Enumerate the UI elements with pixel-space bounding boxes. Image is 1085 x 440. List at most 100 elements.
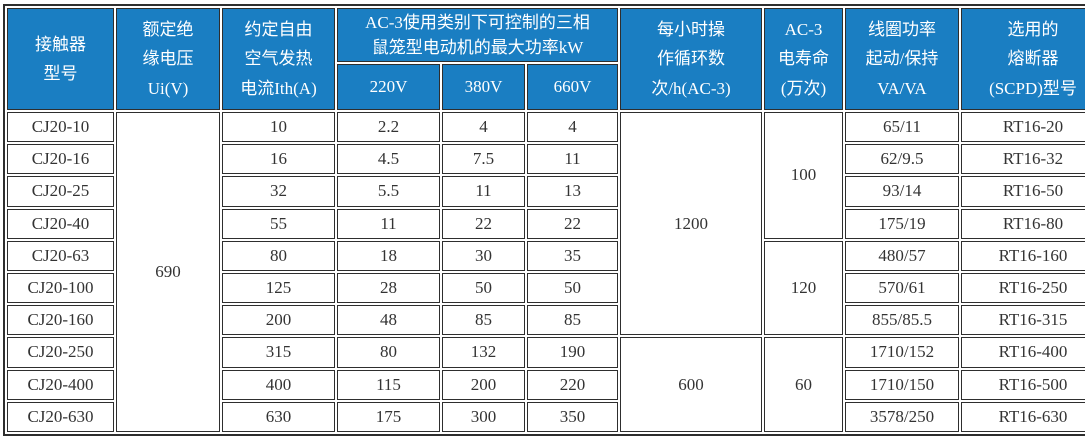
table-row: CJ20-25 32 5.5 11 13 93/14 RT16-50 (7, 176, 1085, 207)
header-row-1: 接触器 型号 额定绝 缘电压 Ui(V) 约定自由 空气发热 电流Ith(A) … (7, 8, 1085, 110)
table-row: CJ20-40 55 11 22 22 175/19 RT16-80 (7, 208, 1085, 239)
cell-p380: 7.5 (442, 144, 525, 175)
cell-life-120: 120 (764, 240, 843, 336)
table-row: CJ20-250 315 80 132 190 600 60 1710/152 … (7, 337, 1085, 432)
cell-ith: 400 (222, 369, 335, 400)
cell-fuse: RT16-50 (961, 176, 1085, 207)
cell-coil: 1710/152 (845, 337, 959, 368)
cell-fuse: RT16-315 (961, 305, 1085, 336)
cell-ith: 200 (222, 305, 335, 336)
cell-model: CJ20-25 (7, 176, 114, 207)
header-660v: 660V (527, 64, 618, 110)
cell-model: CJ20-40 (7, 208, 114, 239)
cell-coil: 1710/150 (845, 369, 959, 400)
header-380v: 380V (442, 64, 525, 110)
cell-ith: 10 (222, 112, 335, 143)
header-electrical-life: AC-3 电寿命 (万次) (764, 8, 843, 110)
cell-model: CJ20-63 (7, 240, 114, 271)
cell-life-100: 100 (764, 112, 843, 239)
cell-p660: 50 (527, 272, 618, 304)
cell-p220: 175 (337, 401, 440, 432)
cell-coil: 855/85.5 (845, 305, 959, 336)
header-ac3-power-group: AC-3使用类别下可控制的三相 鼠笼型电动机的最大功率kW (337, 8, 618, 62)
cell-coil: 62/9.5 (845, 144, 959, 175)
cell-ith: 55 (222, 208, 335, 239)
cell-fuse: RT16-80 (961, 208, 1085, 239)
cell-p220: 48 (337, 305, 440, 336)
cell-model: CJ20-400 (7, 369, 114, 400)
cell-life-60: 60 (764, 337, 843, 432)
header-insulation-voltage: 额定绝 缘电压 Ui(V) (116, 8, 220, 110)
cell-coil: 570/61 (845, 272, 959, 304)
cell-p380: 4 (442, 112, 525, 143)
cell-p660: 220 (527, 369, 618, 400)
cell-model: CJ20-250 (7, 337, 114, 368)
cell-ith: 32 (222, 176, 335, 207)
cell-p380: 300 (442, 401, 525, 432)
cell-p660: 13 (527, 176, 618, 207)
table-row: CJ20-160 200 48 85 85 855/85.5 RT16-315 (7, 305, 1085, 336)
cell-p380: 22 (442, 208, 525, 239)
cell-fuse: RT16-32 (961, 144, 1085, 175)
table-row: CJ20-100 125 28 50 50 570/61 RT16-250 (7, 272, 1085, 304)
cell-p660: 190 (527, 337, 618, 368)
table-row: CJ20-630 630 175 300 350 3578/250 RT16-6… (7, 401, 1085, 432)
cell-p660: 22 (527, 208, 618, 239)
cell-ith: 630 (222, 401, 335, 432)
cell-fuse: RT16-250 (961, 272, 1085, 304)
header-cycles-per-hour: 每小时操 作循环数 次/h(AC-3) (620, 8, 762, 110)
cell-model: CJ20-16 (7, 144, 114, 175)
header-thermal-current: 约定自由 空气发热 电流Ith(A) (222, 8, 335, 110)
cell-p380: 132 (442, 337, 525, 368)
cell-coil: 65/11 (845, 112, 959, 143)
cell-p220: 2.2 (337, 112, 440, 143)
cell-model: CJ20-10 (7, 112, 114, 143)
cell-p660: 11 (527, 144, 618, 175)
cell-p220: 18 (337, 240, 440, 271)
cell-p380: 11 (442, 176, 525, 207)
cell-ui-voltage: 690 (116, 112, 220, 432)
cell-ith: 80 (222, 240, 335, 271)
cell-p220: 5.5 (337, 176, 440, 207)
table-row: CJ20-16 16 4.5 7.5 11 62/9.5 RT16-32 (7, 144, 1085, 175)
cell-p660: 4 (527, 112, 618, 143)
cell-model: CJ20-160 (7, 305, 114, 336)
cell-p380: 50 (442, 272, 525, 304)
header-contactor-model: 接触器 型号 (7, 8, 114, 110)
cell-fuse: RT16-400 (961, 337, 1085, 368)
cell-fuse: RT16-20 (961, 112, 1085, 143)
cell-p220: 28 (337, 272, 440, 304)
cell-coil: 480/57 (845, 240, 959, 271)
cell-fuse: RT16-160 (961, 240, 1085, 271)
cell-p220: 115 (337, 369, 440, 400)
cell-ith: 125 (222, 272, 335, 304)
cell-model: CJ20-630 (7, 401, 114, 432)
header-coil-power: 线圈功率 起动/保持 VA/VA (845, 8, 959, 110)
cell-p380: 85 (442, 305, 525, 336)
cell-model: CJ20-100 (7, 272, 114, 304)
cell-p660: 85 (527, 305, 618, 336)
cell-cycles-600: 600 (620, 337, 762, 432)
header-220v: 220V (337, 64, 440, 110)
cell-coil: 93/14 (845, 176, 959, 207)
header-fuse-model: 选用的 熔断器 (SCPD)型号 (961, 8, 1085, 110)
cell-p220: 4.5 (337, 144, 440, 175)
cell-ith: 16 (222, 144, 335, 175)
cell-p380: 30 (442, 240, 525, 271)
table-row: CJ20-10 690 10 2.2 4 4 1200 100 65/11 RT… (7, 112, 1085, 432)
cell-p380: 200 (442, 369, 525, 400)
cell-p220: 11 (337, 208, 440, 239)
header-row-2: 220V 380V 660V (7, 64, 1085, 110)
cell-cycles-1200: 1200 (620, 112, 762, 336)
cell-p660: 35 (527, 240, 618, 271)
cell-ith: 315 (222, 337, 335, 368)
cell-coil: 3578/250 (845, 401, 959, 432)
contactor-spec-table: 接触器 型号 额定绝 缘电压 Ui(V) 约定自由 空气发热 电流Ith(A) … (3, 4, 1085, 436)
cell-coil: 175/19 (845, 208, 959, 239)
table-row: CJ20-63 80 18 30 35 120 480/57 RT16-160 (7, 240, 1085, 336)
cell-p660: 350 (527, 401, 618, 432)
cell-fuse: RT16-500 (961, 369, 1085, 400)
cell-fuse: RT16-630 (961, 401, 1085, 432)
table-row: CJ20-400 400 115 200 220 1710/150 RT16-5… (7, 369, 1085, 400)
